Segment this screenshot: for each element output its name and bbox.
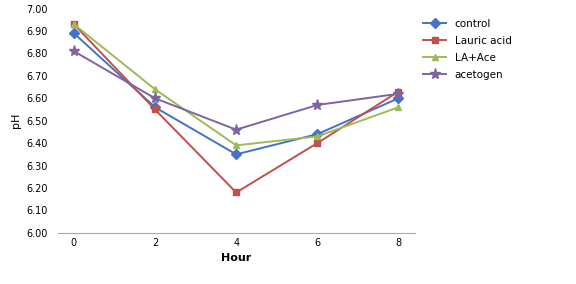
- acetogen: [151, 97, 158, 100]
- control: [314, 132, 321, 136]
- Line: acetogen: acetogen: [69, 46, 404, 135]
- Line: LA+Ace: LA+Ace: [70, 21, 402, 149]
- Line: control: control: [70, 30, 402, 158]
- Lauric acid: [70, 22, 77, 26]
- acetogen: [233, 128, 240, 131]
- Line: Lauric acid: Lauric acid: [70, 21, 402, 196]
- control: [233, 153, 240, 156]
- LA+Ace: [314, 135, 321, 138]
- Y-axis label: pH: pH: [11, 113, 21, 128]
- acetogen: [314, 103, 321, 107]
- Lauric acid: [395, 90, 402, 93]
- Legend: control, Lauric acid, LA+Ace, acetogen: control, Lauric acid, LA+Ace, acetogen: [423, 18, 511, 80]
- Lauric acid: [314, 141, 321, 145]
- Lauric acid: [151, 108, 158, 111]
- control: [395, 97, 402, 100]
- control: [151, 106, 158, 109]
- control: [70, 32, 77, 35]
- LA+Ace: [395, 106, 402, 109]
- LA+Ace: [151, 87, 158, 91]
- LA+Ace: [233, 144, 240, 147]
- Lauric acid: [233, 191, 240, 194]
- acetogen: [395, 92, 402, 95]
- LA+Ace: [70, 22, 77, 26]
- X-axis label: Hour: Hour: [221, 253, 251, 263]
- acetogen: [70, 49, 77, 53]
